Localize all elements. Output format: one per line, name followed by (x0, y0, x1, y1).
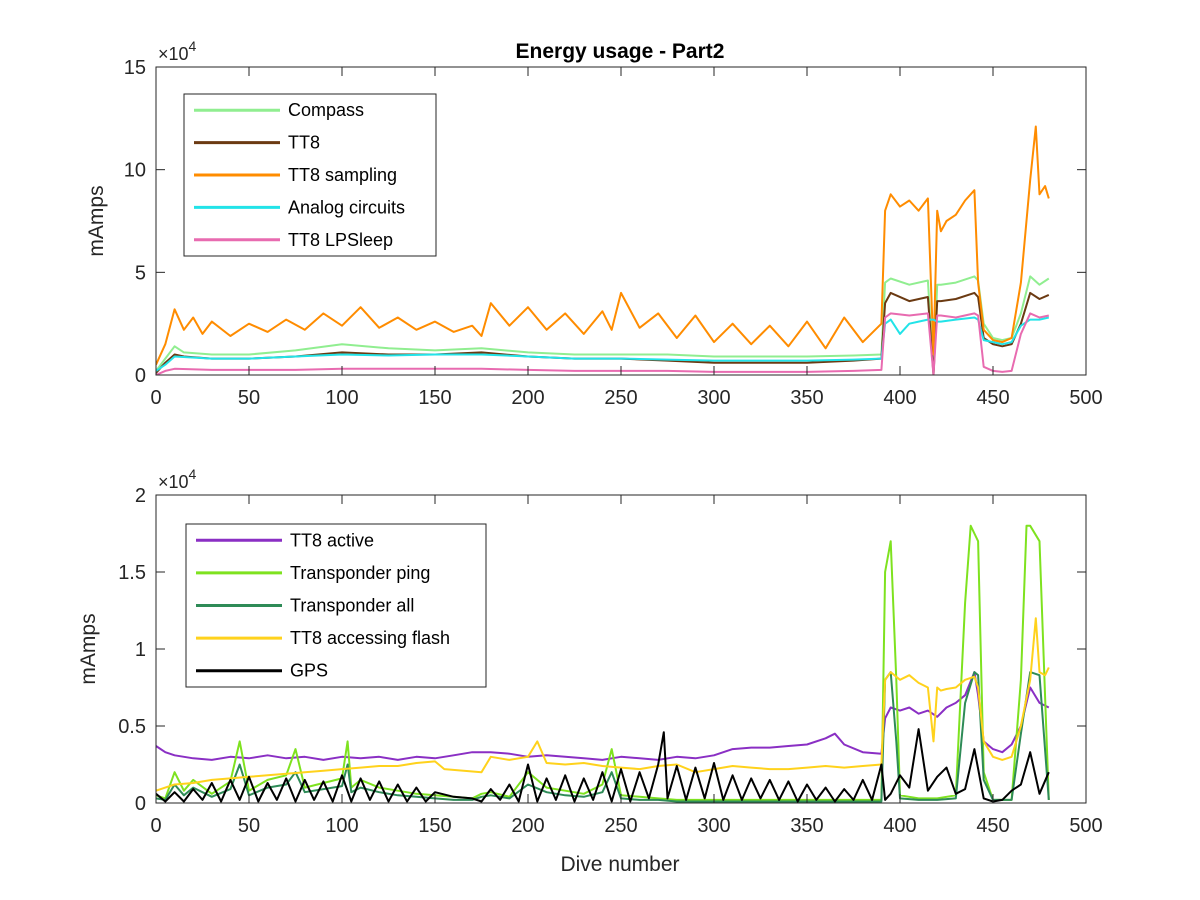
x-tick-label: 250 (604, 387, 637, 409)
axes-bottom: 0 50 100 150 200 250 300 350 400 450 50000.511.52×… (77, 466, 1103, 837)
x-tick-label: 500 (1069, 815, 1102, 837)
y-tick-label: 0.5 (118, 716, 146, 738)
y-tick-label: 2 (135, 485, 146, 507)
x-tick-label: 100 (325, 387, 358, 409)
chart-title: Energy usage - Part2 (516, 40, 725, 63)
x-tick-label: 400 (883, 815, 916, 837)
series-line-tt8-sampling (156, 125, 1050, 366)
legend-entry: Compass (288, 100, 364, 120)
y-axis-label: mAmps (85, 185, 108, 256)
x-tick-label: 400 (883, 387, 916, 409)
x-tick-label: 50 (238, 387, 260, 409)
series-line-compass (156, 275, 1050, 375)
legend-entry: GPS (290, 661, 328, 681)
series-line-tt8-accessing-flash (156, 617, 1050, 792)
series-line-tt8-active (156, 671, 1050, 761)
legend: Compass TT8 TT8 sampling Analog circuits TT8… (183, 93, 437, 257)
legend-entry: Transponder ping (290, 563, 430, 583)
x-tick-label: 200 (511, 815, 544, 837)
x-tick-label: 250 (604, 815, 637, 837)
x-axis-label: Dive number (560, 853, 679, 876)
legend-entry: TT8 active (290, 530, 374, 550)
x-tick-label: 50 (238, 815, 260, 837)
x-tick-label: 350 (790, 815, 823, 837)
y-exponent-power: 4 (189, 466, 197, 482)
legend-entry: TT8 sampling (288, 165, 397, 185)
y-tick-label: 15 (124, 57, 146, 79)
x-tick-label: 300 (697, 387, 730, 409)
legend-entry: Analog circuits (288, 197, 405, 217)
x-tick-label: 350 (790, 387, 823, 409)
y-tick-label: 0 (135, 365, 146, 387)
y-tick-label: 5 (135, 262, 146, 284)
y-tick-label: 0 (135, 793, 146, 815)
x-tick-label: 200 (511, 387, 544, 409)
x-tick-label: 300 (697, 815, 730, 837)
series-line-transponder-all (156, 671, 1050, 803)
y-exponent-power: 4 (189, 38, 197, 54)
x-tick-label: 150 (418, 815, 451, 837)
x-tick-label: 150 (418, 387, 451, 409)
y-axis-label: mAmps (77, 613, 100, 684)
y-tick-label: 1 (135, 639, 146, 661)
legend-entry: TT8 accessing flash (290, 628, 450, 648)
x-tick-label: 450 (976, 815, 1009, 837)
legend-entry: TT8 (288, 133, 320, 153)
y-tick-label: 10 (124, 160, 146, 182)
x-tick-label: 450 (976, 387, 1009, 409)
x-tick-label: 500 (1069, 387, 1102, 409)
legend-entry: Transponder all (290, 596, 414, 616)
x-tick-label: 0 (150, 387, 161, 409)
series-line-gps (156, 728, 1050, 803)
x-tick-label: 100 (325, 815, 358, 837)
x-tick-label: 0 (150, 815, 161, 837)
legend-entry: TT8 LPSleep (288, 230, 393, 250)
axes-top: 0 50 100 150 200 250 300 350 400 450 500051015×104… (85, 38, 1103, 409)
legend: TT8 active Transponder ping Transponder al… (185, 523, 487, 688)
y-tick-label: 1.5 (118, 562, 146, 584)
